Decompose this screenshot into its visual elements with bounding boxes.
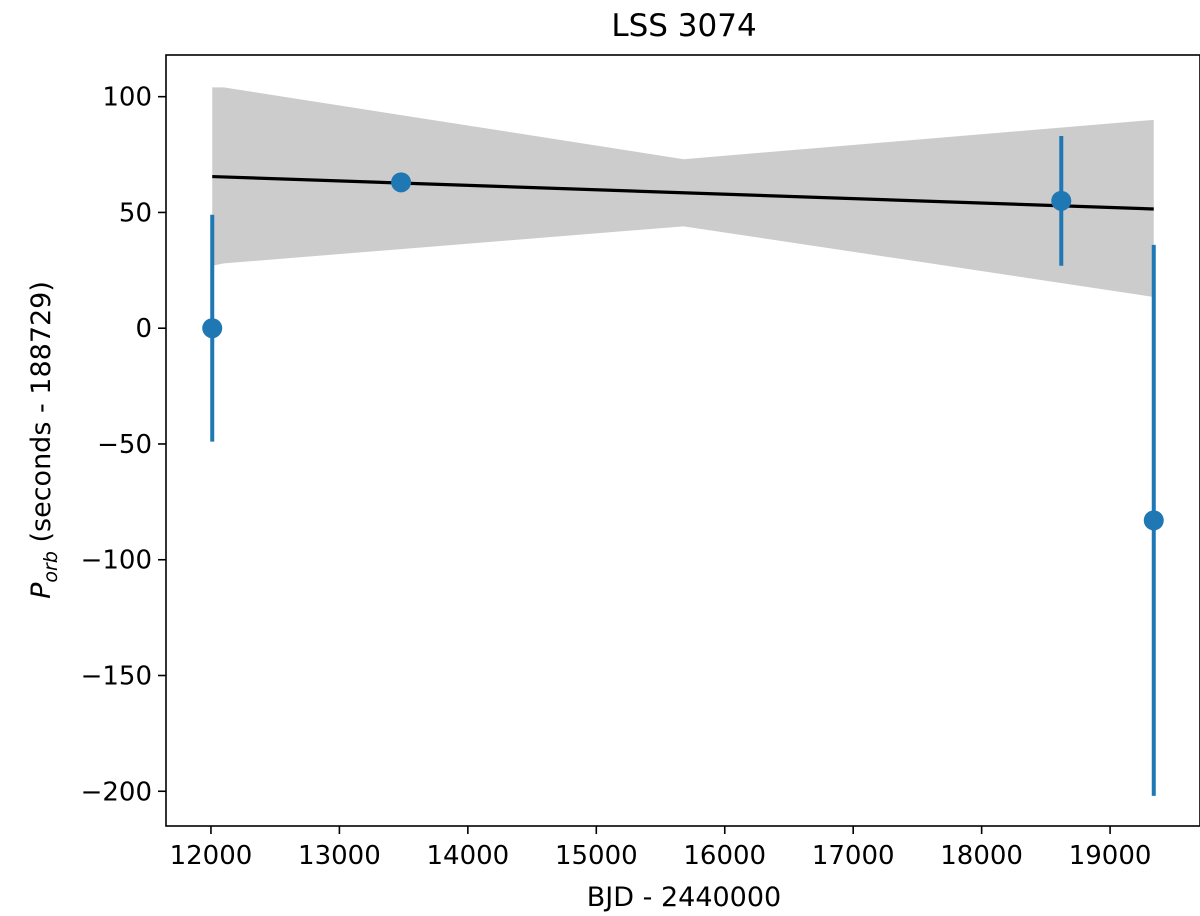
x-tick-label-17000: 17000 — [812, 841, 895, 871]
x-tick-label-18000: 18000 — [940, 841, 1023, 871]
data-point-1 — [202, 318, 223, 339]
x-axis-label: BJD - 2440000 — [587, 882, 781, 913]
y-tick-label-1: 50 — [119, 198, 152, 228]
fit-line — [212, 174, 1154, 211]
y-tick-label-5: −150 — [81, 662, 152, 692]
y-axis-label-subscript: orb — [40, 551, 62, 583]
data-point-4 — [1143, 510, 1164, 531]
y-tick-label-3: −50 — [97, 430, 152, 460]
x-axis-ticks: 12000 13000 14000 15000 16000 17000 18000 19000 — [170, 826, 1152, 871]
y-tick-label-0: 100 — [102, 83, 152, 113]
x-tick-label-15000: 15000 — [555, 841, 638, 871]
data-point-2 — [391, 172, 412, 193]
y-axis-label: Porb (seconds - 188729) — [26, 281, 62, 599]
plot-area — [202, 87, 1164, 796]
data-point-3 — [1051, 190, 1072, 211]
y-tick-label-2: 0 — [135, 314, 152, 344]
plot-frame — [165, 54, 1200, 827]
y-tick-label-6: −200 — [81, 777, 152, 807]
y-axis-label-rest: (seconds - 188729) — [26, 281, 57, 551]
x-tick-label-13000: 13000 — [298, 841, 381, 871]
x-tick-label-19000: 19000 — [1069, 841, 1152, 871]
y-axis-ticks: 100 50 0 −50 −100 −150 −200 — [81, 83, 166, 807]
x-tick-label-14000: 14000 — [426, 841, 509, 871]
y-tick-label-4: −100 — [81, 546, 152, 576]
y-axis-label-symbol: P — [26, 582, 57, 599]
chart-title: LSS 3074 — [611, 8, 756, 44]
x-tick-label-16000: 16000 — [683, 841, 766, 871]
x-tick-label-12000: 12000 — [170, 841, 253, 871]
